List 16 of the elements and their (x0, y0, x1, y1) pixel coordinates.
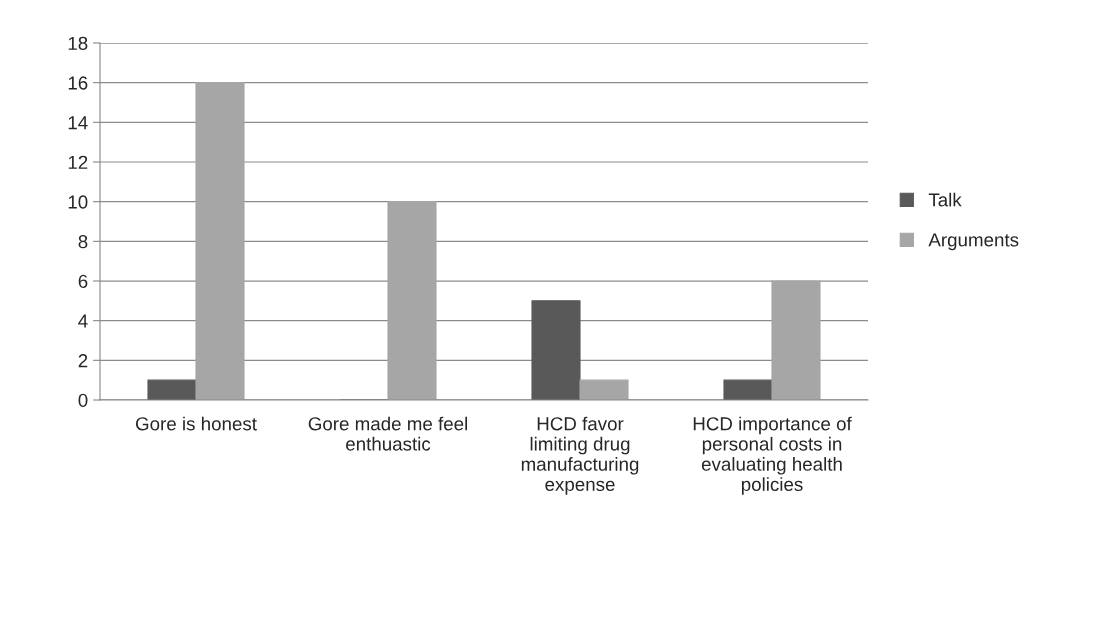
y-tick-label: 6 (78, 274, 88, 288)
y-tick-label: 14 (68, 116, 88, 130)
x-tick-label: HCD importance of personal costs in evaluating health policies (693, 416, 852, 495)
y-tick-label: 12 (68, 155, 88, 169)
y-tick-label: 4 (78, 314, 88, 328)
legend-label: Talk (928, 192, 962, 207)
y-tick-label: 10 (68, 195, 88, 209)
x-tick-label: HCD favor limiting drug manufacturing expense (521, 416, 639, 495)
y-tick-label: 0 (78, 393, 88, 407)
y-tick-label: 2 (78, 354, 88, 368)
y-tick-label: 16 (68, 76, 88, 90)
legend-label: Arguments (928, 233, 1019, 251)
x-tick-label: Gore is honest (135, 416, 257, 431)
y-tick-label: 8 (78, 235, 88, 249)
x-tick-label: Gore made me feel enthuastic (308, 416, 467, 451)
y-tick-label: 18 (68, 36, 88, 50)
